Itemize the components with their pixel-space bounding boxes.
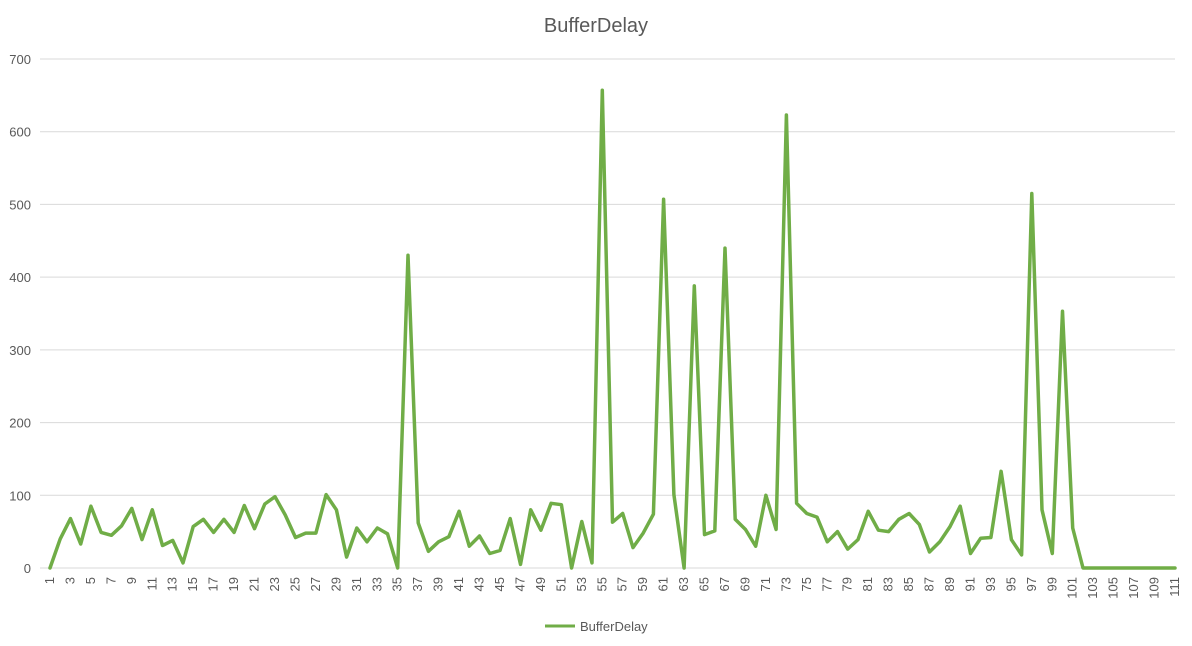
x-tick-label: 89	[942, 577, 957, 591]
x-tick-label: 9	[124, 577, 139, 584]
x-tick-label: 91	[962, 577, 977, 591]
x-tick-label: 15	[185, 577, 200, 591]
y-tick-label: 400	[9, 270, 31, 285]
y-tick-label: 200	[9, 416, 31, 431]
x-tick-label: 53	[574, 577, 589, 591]
chart-title: BufferDelay	[544, 15, 648, 37]
x-tick-label: 61	[656, 577, 671, 591]
x-tick-label: 79	[840, 577, 855, 591]
x-tick-label: 35	[390, 577, 405, 591]
x-tick-label: 83	[881, 577, 896, 591]
x-tick-label: 17	[206, 577, 221, 591]
x-tick-label: 55	[594, 577, 609, 591]
x-tick-label: 93	[983, 577, 998, 591]
x-tick-label: 71	[758, 577, 773, 591]
x-tick-label: 51	[553, 577, 568, 591]
x-tick-label: 67	[717, 577, 732, 591]
legend: BufferDelay	[545, 619, 648, 634]
x-tick-label: 105	[1106, 577, 1121, 599]
x-tick-label: 11	[144, 577, 159, 591]
x-tick-label: 23	[267, 577, 282, 591]
x-tick-label: 111	[1167, 577, 1182, 597]
x-tick-label: 97	[1024, 577, 1039, 591]
x-tick-label: 85	[901, 577, 916, 591]
x-tick-label: 87	[922, 577, 937, 591]
x-tick-label: 3	[62, 577, 77, 584]
y-axis: 0 100 200 300 400 500 600 700	[9, 52, 31, 576]
x-tick-label: 75	[799, 577, 814, 591]
x-tick-label: 21	[247, 577, 262, 591]
x-tick-label: 107	[1126, 577, 1141, 599]
x-tick-label: 63	[676, 577, 691, 591]
x-tick-label: 81	[860, 577, 875, 591]
x-tick-label: 43	[472, 577, 487, 591]
x-tick-label: 19	[226, 577, 241, 591]
x-tick-label: 101	[1065, 577, 1080, 599]
x-tick-label: 39	[431, 577, 446, 591]
y-tick-label: 300	[9, 343, 31, 358]
x-tick-label: 77	[819, 577, 834, 591]
x-tick-label: 109	[1147, 577, 1162, 599]
x-tick-label: 29	[328, 577, 343, 591]
legend-label-bufferdelay: BufferDelay	[580, 619, 648, 634]
x-axis: 1 3 5 7 9 11 13 15 17 19 21 23 25 27 29 31 33 35 37 39 41 43 4…	[42, 577, 1182, 599]
x-tick-label: 73	[778, 577, 793, 591]
x-tick-label: 57	[615, 577, 630, 591]
x-tick-label: 27	[308, 577, 323, 591]
x-tick-label: 13	[165, 577, 180, 591]
x-tick-label: 47	[512, 577, 527, 591]
x-tick-label: 25	[287, 577, 302, 591]
x-tick-label: 33	[369, 577, 384, 591]
x-tick-label: 41	[451, 577, 466, 591]
x-tick-label: 99	[1044, 577, 1059, 591]
y-tick-label: 500	[9, 197, 31, 212]
x-tick-label: 45	[492, 577, 507, 591]
x-tick-label: 5	[83, 577, 98, 584]
series-line-bufferdelay	[48, 88, 1177, 570]
y-tick-label: 600	[9, 125, 31, 140]
x-tick-label: 103	[1085, 577, 1100, 599]
x-tick-label: 69	[737, 577, 752, 591]
x-tick-label: 95	[1003, 577, 1018, 591]
x-tick-label: 7	[103, 577, 118, 584]
x-tick-label: 49	[533, 577, 548, 591]
x-tick-label: 65	[697, 577, 712, 591]
x-tick-label: 1	[42, 577, 57, 584]
x-tick-label: 59	[635, 577, 650, 591]
y-tick-label: 100	[9, 488, 31, 503]
y-tick-label: 0	[24, 561, 31, 576]
y-tick-label: 700	[9, 52, 31, 67]
plot-area	[48, 88, 1177, 570]
x-tick-label: 37	[410, 577, 425, 591]
x-tick-label: 31	[349, 577, 364, 591]
